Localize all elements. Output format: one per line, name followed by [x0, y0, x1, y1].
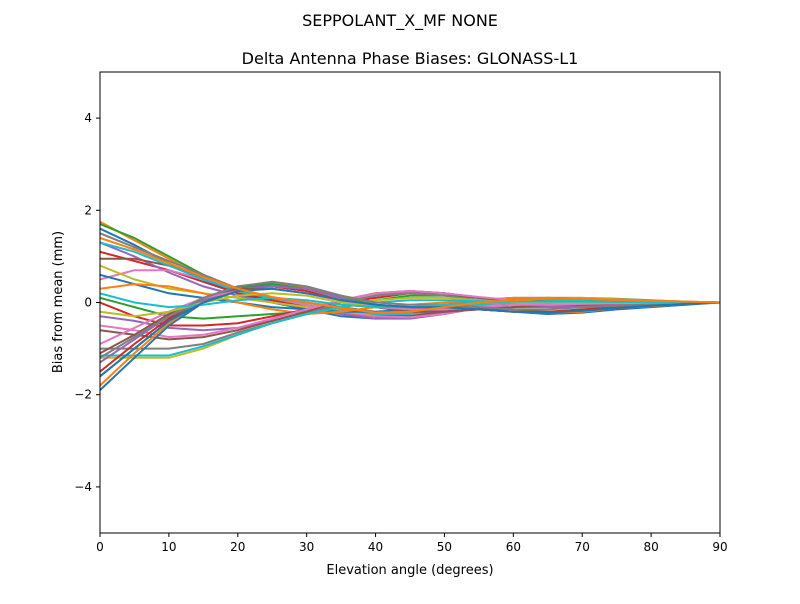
series-line-31 — [100, 287, 720, 378]
x-tick-label: 80 — [643, 540, 658, 554]
x-tick-label: 40 — [368, 540, 383, 554]
x-tick-label: 0 — [96, 540, 104, 554]
x-tick-label: 20 — [230, 540, 245, 554]
x-tick-label: 60 — [506, 540, 521, 554]
x-axis-label: Elevation angle (degrees) — [326, 563, 493, 578]
x-tick-label: 70 — [575, 540, 590, 554]
y-tick-label: 0 — [84, 296, 92, 310]
series-lines — [100, 220, 720, 391]
chart-title: Delta Antenna Phase Biases: GLONASS-L1 — [242, 49, 579, 68]
chart-suptitle: SEPPOLANT_X_MF NONE — [302, 11, 498, 31]
series-line-32 — [100, 237, 720, 314]
x-tick-label: 10 — [161, 540, 176, 554]
y-axis-label: Bias from mean (mm) — [51, 231, 66, 373]
x-tick-label: 30 — [299, 540, 314, 554]
y-tick-label: 2 — [84, 203, 92, 217]
x-tick-label: 90 — [712, 540, 727, 554]
y-tick-label: −2 — [74, 388, 92, 402]
y-tick-label: −4 — [74, 480, 92, 494]
y-tick-label: 4 — [84, 111, 92, 125]
x-tick-label: 50 — [437, 540, 452, 554]
series-line-28 — [100, 280, 720, 359]
x-axis-ticks: 0 10 20 30 40 50 60 70 80 90 — [96, 533, 728, 554]
y-axis-ticks: −4 −2 0 2 4 — [74, 111, 100, 494]
